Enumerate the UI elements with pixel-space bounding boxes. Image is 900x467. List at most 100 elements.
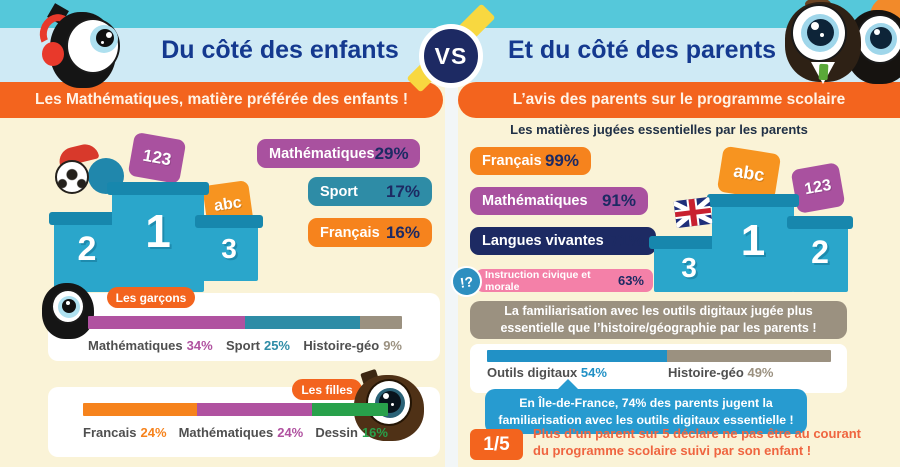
stat-francais-enfants: Français 16% — [308, 218, 432, 247]
label-value: 25% — [263, 338, 290, 353]
label-value: 49% — [747, 365, 774, 380]
label-text: Sport — [226, 338, 260, 353]
numbers-tile-icon: 123 — [790, 162, 846, 214]
podium-second: 2 — [49, 212, 125, 292]
ratio-badge-label: 1/5 — [483, 433, 510, 455]
bar-label: Histoire-géo 9% — [303, 338, 402, 353]
uk-flag-icon — [673, 196, 713, 229]
pupil — [96, 29, 114, 47]
glint — [874, 29, 880, 35]
stat-label: Français — [320, 224, 380, 241]
podium-number: 3 — [681, 252, 697, 283]
label-text: Mathématiques — [88, 338, 183, 353]
bar-segment-histoire-geo — [667, 350, 831, 362]
parent-dad-mascot — [783, 0, 863, 84]
child-owl-mascot — [34, 3, 120, 88]
bar-segment-outils-digitaux — [487, 350, 668, 362]
bar-segment-dessin — [311, 403, 388, 416]
eye-icon — [51, 289, 85, 324]
eye-icon — [856, 14, 900, 64]
label-value: 34% — [186, 338, 213, 353]
podium-number: 1 — [145, 205, 171, 257]
label-value: 16% — [361, 425, 388, 440]
tile-text: abc — [213, 194, 243, 215]
stat-langues-vivantes-parents: Langues vivantes 71% — [470, 227, 656, 255]
left-banner: Les Mathématiques, matière préférée des … — [0, 82, 443, 118]
glint — [811, 22, 819, 30]
glint — [66, 301, 70, 305]
label-text: Dessin — [315, 425, 358, 440]
label-text: Mathématiques — [178, 425, 274, 440]
bar-segment-mathematiques — [197, 403, 312, 416]
ratio-badge: 1/5 — [470, 429, 523, 460]
right-title: Et du côté des parents — [507, 36, 777, 64]
boys-badge: Les garçons — [107, 287, 195, 308]
ratio-text: Plus d’un parent sur 5 déclare ne pas êt… — [533, 426, 861, 458]
stat-mathematiques-parents: Mathématiques 91% — [470, 187, 648, 215]
glint — [383, 393, 389, 399]
stat-mathematiques-enfants: Mathématiques 29% — [257, 139, 420, 168]
label-value: 24% — [140, 425, 167, 440]
letters-tile-icon: abc — [716, 145, 782, 201]
podium-second: 2 — [787, 216, 853, 292]
tile-text: 123 — [803, 176, 833, 199]
glint — [391, 403, 394, 406]
podium-number: 2 — [77, 230, 97, 268]
alert-glyph: !? — [458, 272, 475, 291]
bar-label: Outils digitaux 54% — [487, 365, 607, 380]
stat-francais-parents: Français 99% — [470, 147, 591, 175]
ile-de-france-bubble: En Île-de-France, 74% des parents jugent… — [485, 378, 807, 435]
bar-label: Francais 24% — [83, 425, 167, 440]
stat-value: 17% — [385, 181, 420, 201]
bar-label: Mathématiques 34% — [88, 338, 213, 353]
bar-label: Sport 25% — [226, 338, 290, 353]
numbers-tile-icon: 123 — [127, 131, 187, 185]
podium-number: 1 — [740, 216, 766, 265]
podium-number: 2 — [811, 234, 829, 270]
bar-segment-francais — [83, 403, 198, 416]
boy-owl-mascot — [42, 281, 96, 339]
boys-badge-label: Les garçons — [115, 290, 187, 305]
stat-value: 71% — [609, 231, 644, 250]
boys-bar — [88, 316, 402, 329]
stat-label: Mathématiques — [482, 193, 588, 209]
bar-label: Dessin 16% — [315, 425, 388, 440]
bar-label: Histoire-géo 49% — [668, 365, 774, 380]
label-text: Histoire-géo — [668, 365, 744, 380]
podium-first: 1 — [707, 194, 799, 292]
right-banner: L’avis des parents sur le programme scol… — [458, 82, 900, 118]
label-text: Outils digitaux — [487, 365, 578, 380]
vs-badge-icon: VS — [419, 24, 483, 88]
left-title: Du côté des enfants — [161, 36, 399, 64]
stat-instruction-civique-parents: Instruction civique et morale 63% — [476, 269, 653, 293]
stat-label: Sport — [320, 183, 358, 200]
glint — [101, 41, 104, 44]
eye-icon — [66, 18, 120, 74]
stat-value: 16% — [385, 222, 420, 242]
tile-text: abc — [732, 160, 766, 185]
digital-note: La familiarisation avec les outils digit… — [470, 301, 847, 339]
bar-segment-histoire-geo — [360, 316, 402, 329]
podium-third: 3 — [195, 215, 263, 281]
label-text: Histoire-géo — [303, 338, 380, 353]
podium-number: 3 — [221, 233, 237, 264]
eye-icon — [791, 4, 847, 62]
stat-label: Langues vivantes — [482, 233, 604, 249]
headphone-cup-icon — [42, 42, 64, 66]
stat-label: Français — [482, 153, 542, 169]
bar-label: Mathématiques 24% — [179, 425, 304, 440]
glint — [106, 32, 112, 38]
label-value: 24% — [277, 425, 304, 440]
digital-bar — [487, 350, 831, 362]
bar-segment-sport — [245, 316, 361, 329]
girls-badge-label: Les filles — [301, 382, 353, 397]
top-strip — [0, 0, 900, 28]
soccer-ball-icon — [55, 160, 89, 194]
girls-bar — [83, 403, 388, 416]
boys-bar-labels: Mathématiques 34% Sport 25% Histoire-géo 9% — [88, 338, 402, 353]
label-text: Francais — [83, 425, 137, 440]
stat-value: 29% — [374, 143, 409, 163]
stat-label: Mathématiques — [269, 145, 375, 162]
vs-label: VS — [434, 42, 468, 69]
